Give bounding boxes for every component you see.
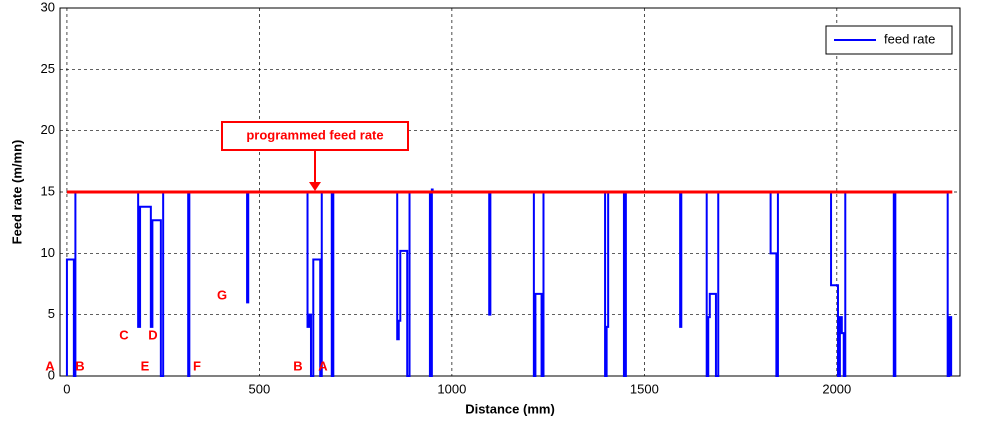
annotation: E [141, 358, 150, 373]
y-axis-label: Feed rate (m/mn) [9, 140, 24, 245]
reference-label-box [221, 121, 409, 151]
y-tick-label: 5 [48, 306, 55, 321]
y-tick-label: 25 [41, 61, 55, 76]
y-tick-label: 30 [41, 0, 55, 14]
x-axis-label: Distance (mm) [465, 401, 555, 416]
x-tick-label: 1000 [437, 381, 466, 396]
annotation: D [148, 327, 157, 342]
data-line [65, 188, 953, 377]
reference-arrowhead [309, 182, 321, 191]
x-tick-label: 500 [249, 381, 271, 396]
reference-label: programmed feed rate [246, 127, 383, 142]
plot-frame [59, 7, 961, 377]
y-tick-label: 15 [41, 183, 55, 198]
y-tick-label: 10 [41, 245, 55, 260]
annotation: A [45, 358, 55, 373]
y-tick-label: 0 [48, 367, 55, 382]
x-tick-label: 0 [63, 381, 70, 396]
annotation: F [193, 358, 201, 373]
annotation: B [293, 358, 302, 373]
annotation: G [217, 287, 227, 302]
annotation: B [75, 358, 84, 373]
annotation: A [318, 358, 328, 373]
annotation: C [119, 327, 129, 342]
y-tick-label: 20 [41, 122, 55, 137]
legend-label: feed rate [884, 31, 935, 46]
x-tick-label: 1500 [630, 381, 659, 396]
x-tick-label: 2000 [822, 381, 851, 396]
